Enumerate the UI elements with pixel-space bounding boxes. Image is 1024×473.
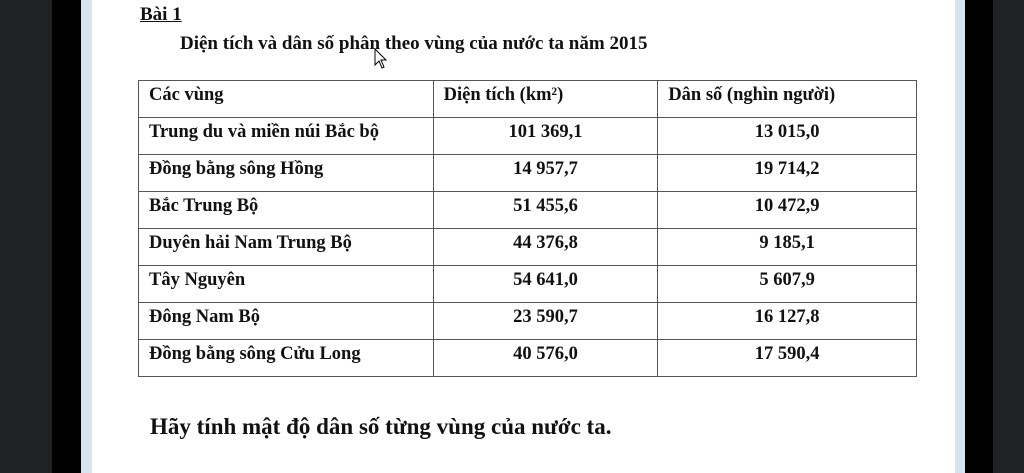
- area-cell: 44 376,8: [432, 228, 659, 266]
- table-row: Đồng bằng sông Cửu Long 40 576,0 17 590,4: [138, 339, 917, 377]
- region-cell: Đồng bằng sông Cửu Long: [138, 339, 434, 377]
- area-cell: 101 369,1: [432, 117, 659, 155]
- right-border: [965, 0, 993, 473]
- area-cell: 14 957,7: [432, 154, 659, 192]
- table-header-row: Các vùng Diện tích (km²) Dân số (nghìn n…: [138, 80, 917, 118]
- population-cell: 19 714,2: [657, 154, 917, 192]
- table-row: Trung du và miền núi Bắc bộ 101 369,1 13 0…: [138, 117, 917, 155]
- population-cell: 13 015,0: [657, 117, 917, 155]
- population-cell: 16 127,8: [657, 302, 917, 340]
- table-caption: Diện tích và dân số phân theo vùng của n…: [180, 33, 648, 54]
- region-cell: Đông Nam Bộ: [138, 302, 434, 340]
- header-cell: Dân số (nghìn người): [657, 80, 917, 118]
- region-cell: Trung du và miền núi Bắc bộ: [138, 117, 434, 155]
- area-cell: 23 590,7: [432, 302, 659, 340]
- right-page-edge: [955, 0, 965, 473]
- exercise-title: Bài 1: [140, 4, 182, 25]
- table-row: Đông Nam Bộ 23 590,7 16 127,8: [138, 302, 917, 340]
- population-cell: 10 472,9: [657, 191, 917, 229]
- table-row: Tây Nguyên 54 641,0 5 607,9: [138, 265, 917, 303]
- area-cell: 40 576,0: [432, 339, 659, 377]
- region-cell: Đồng bằng sông Hồng: [138, 154, 434, 192]
- area-cell: 51 455,6: [432, 191, 659, 229]
- table-row: Bắc Trung Bộ 51 455,6 10 472,9: [138, 191, 917, 229]
- area-cell: 54 641,0: [432, 265, 659, 303]
- question-text: Hãy tính mật độ dân số từng vùng của nướ…: [150, 414, 612, 439]
- left-border: [52, 0, 81, 473]
- header-cell: Các vùng: [138, 80, 434, 118]
- region-cell: Bắc Trung Bộ: [138, 191, 434, 229]
- region-cell: Duyên hải Nam Trung Bộ: [138, 228, 434, 266]
- left-page-edge: [81, 0, 92, 473]
- data-table: Các vùng Diện tích (km²) Dân số (nghìn n…: [138, 80, 917, 377]
- region-cell: Tây Nguyên: [138, 265, 434, 303]
- table-row: Duyên hải Nam Trung Bộ 44 376,8 9 185,1: [138, 228, 917, 266]
- population-cell: 5 607,9: [657, 265, 917, 303]
- header-cell: Diện tích (km²): [432, 80, 659, 118]
- mouse-cursor-icon: [374, 48, 388, 69]
- population-cell: 17 590,4: [657, 339, 917, 377]
- table-row: Đồng bằng sông Hồng 14 957,7 19 714,2: [138, 154, 917, 192]
- population-cell: 9 185,1: [657, 228, 917, 266]
